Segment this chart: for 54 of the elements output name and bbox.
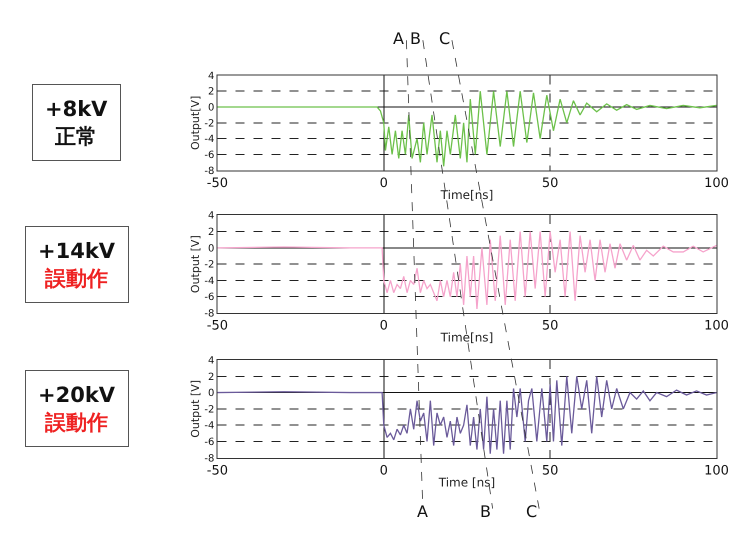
text: 正常 [54, 124, 98, 148]
x-tick-label: 50 [542, 463, 558, 478]
y-tick-label: -4 [204, 276, 214, 287]
text: +14kV [38, 239, 116, 263]
y-tick-label: -8 [204, 453, 214, 464]
line-series [217, 376, 716, 454]
line-series [217, 90, 716, 167]
x-tick-label: 100 [704, 463, 729, 478]
text: +8kV [45, 97, 108, 121]
x-tick-label: 50 [542, 318, 558, 334]
x-axis-title: Time[ns] [440, 330, 494, 345]
text: B [410, 29, 421, 48]
y-tick-label: -2 [204, 404, 214, 416]
x-tick-label: 0 [380, 176, 388, 191]
y-tick-label: 4 [208, 70, 214, 82]
y-tick-label: 2 [208, 86, 214, 98]
y-axis-title: Output[V] [189, 96, 202, 150]
y-tick-label: -4 [204, 134, 214, 146]
y-tick-label: -6 [204, 150, 214, 161]
x-tick-label: 100 [704, 318, 729, 334]
y-tick-label: -2 [204, 260, 214, 271]
x-tick-label: -50 [206, 463, 228, 478]
y-axis-title: Output [V] [189, 235, 202, 294]
x-tick-label: -50 [206, 318, 228, 334]
x-tick-label: 50 [542, 176, 558, 191]
y-tick-label: 2 [208, 372, 214, 383]
x-axis-title: Time[ns] [440, 188, 494, 202]
text: A [393, 29, 404, 48]
text: C [526, 502, 538, 521]
x-tick-label: 0 [380, 463, 388, 478]
y-tick-label: 4 [208, 210, 214, 222]
x-tick-label: 100 [704, 176, 729, 191]
y-tick-label: 2 [208, 227, 214, 238]
y-tick-label: -4 [204, 420, 214, 432]
y-tick-label: -8 [204, 308, 214, 320]
y-axis-title: Output [V] [189, 380, 202, 438]
y-tick-label: 4 [208, 355, 214, 366]
y-tick-label: -6 [204, 292, 214, 304]
y-tick-label: -6 [204, 436, 214, 448]
y-tick-label: 0 [208, 102, 214, 114]
y-tick-label: -8 [204, 166, 214, 177]
y-tick-label: 0 [208, 388, 214, 400]
y-tick-label: 0 [208, 243, 214, 254]
text: +20kV [38, 383, 116, 407]
x-axis-title: Time [ns] [438, 475, 496, 490]
text: C [439, 29, 450, 48]
line-series [217, 230, 716, 310]
text: 誤動作 [44, 266, 108, 290]
text: A [417, 502, 428, 521]
text: B [480, 502, 491, 521]
text: 誤動作 [44, 410, 108, 434]
x-tick-label: -50 [206, 176, 228, 191]
y-tick-label: -2 [204, 118, 214, 130]
x-tick-label: 0 [380, 318, 388, 334]
